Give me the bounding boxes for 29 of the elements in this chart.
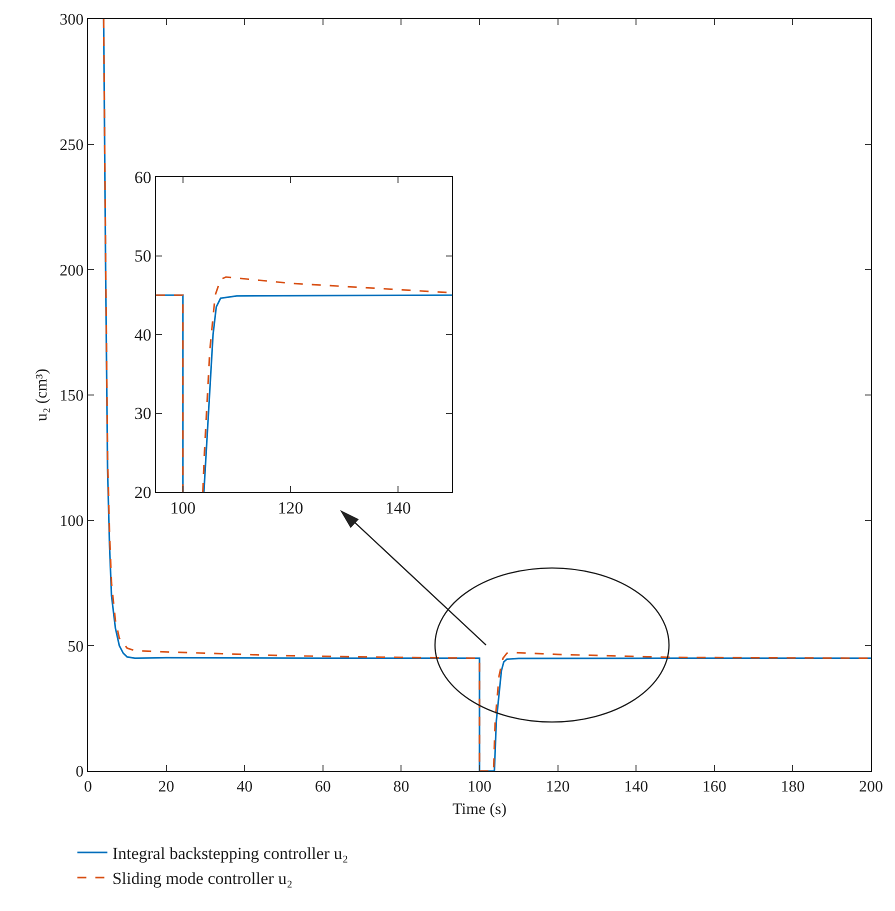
y-tick-label: 40: [134, 325, 152, 344]
y-tick-label: 20: [134, 482, 152, 502]
y-tick-label: 100: [60, 512, 84, 530]
y-axis-title: u₂ (cm³): [34, 368, 51, 422]
y-tick-label: 300: [60, 12, 84, 29]
legend-label: Sliding mode controller u₂: [112, 869, 292, 888]
y-tick-label: 50: [68, 638, 84, 656]
x-tick-label: 100: [170, 498, 196, 518]
x-tick-label: 140: [385, 498, 411, 518]
x-axis-title: Time (s): [452, 801, 507, 818]
x-tick-label: 60: [314, 778, 331, 796]
x-tick-label: 180: [780, 778, 805, 796]
y-tick-label: 250: [60, 136, 84, 154]
y-tick-label: 60: [134, 168, 152, 187]
x-tick-label: 200: [859, 778, 883, 796]
legend-label: Integral backstepping controller u₂: [112, 844, 348, 864]
x-tick-label: 120: [546, 778, 570, 796]
x-tick-label: 20: [158, 778, 174, 796]
x-tick-label: 40: [236, 778, 253, 796]
x-tick-label: 120: [278, 498, 304, 518]
y-tick-label: 0: [76, 764, 84, 781]
y-tick-label: 50: [134, 246, 152, 266]
x-tick-label: 100: [468, 778, 492, 796]
y-tick-label: 30: [134, 404, 152, 424]
y-tick-label: 150: [60, 388, 84, 405]
x-tick-label: 140: [624, 778, 648, 796]
x-tick-label: 160: [702, 778, 726, 796]
x-tick-label: 80: [393, 778, 410, 796]
y-tick-label: 200: [60, 262, 84, 280]
